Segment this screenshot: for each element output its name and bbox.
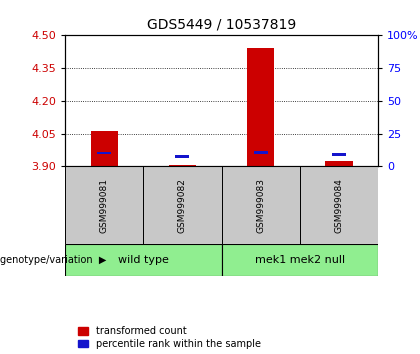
Bar: [65, 166, 143, 244]
Text: mek1 mek2 null: mek1 mek2 null: [255, 255, 345, 265]
Text: wild type: wild type: [118, 255, 169, 265]
Bar: [91, 131, 118, 166]
Bar: [325, 161, 352, 166]
Text: GSM999082: GSM999082: [178, 178, 187, 233]
Title: GDS5449 / 10537819: GDS5449 / 10537819: [147, 17, 296, 32]
Bar: [300, 166, 378, 244]
Text: GSM999084: GSM999084: [334, 178, 344, 233]
Bar: [169, 165, 196, 166]
Text: genotype/variation  ▶: genotype/variation ▶: [0, 255, 106, 265]
Bar: [222, 244, 378, 276]
Bar: [143, 166, 222, 244]
Bar: [332, 153, 346, 156]
Bar: [254, 151, 268, 154]
Bar: [65, 244, 222, 276]
Bar: [97, 152, 111, 154]
Bar: [176, 155, 189, 158]
Legend: transformed count, percentile rank within the sample: transformed count, percentile rank withi…: [79, 326, 261, 349]
Bar: [222, 166, 300, 244]
Text: GSM999081: GSM999081: [100, 178, 109, 233]
Bar: [247, 48, 274, 166]
Text: GSM999083: GSM999083: [256, 178, 265, 233]
